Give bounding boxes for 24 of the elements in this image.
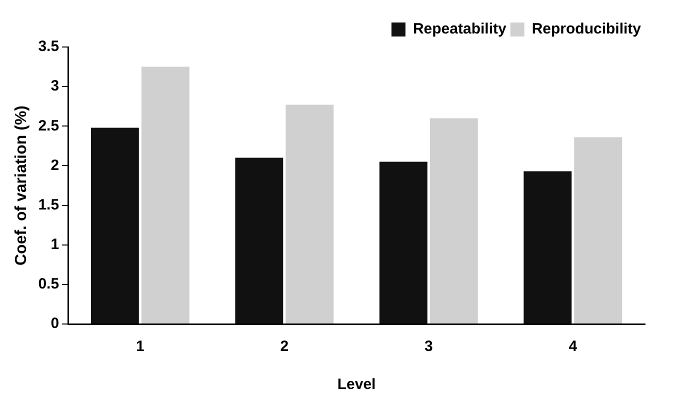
bar: [286, 104, 334, 324]
x-tick-label: 1: [136, 338, 144, 356]
x-tick-label: 3: [424, 338, 433, 356]
legend-label: Repeatability: [412, 20, 507, 38]
bar: [379, 162, 428, 324]
x-tick-label: 4: [568, 338, 578, 356]
y-tick-label: 0.5: [38, 276, 60, 293]
bar: [141, 66, 190, 324]
y-tick-label: 0: [50, 315, 60, 332]
y-tick-label: 1.5: [38, 196, 60, 214]
y-tick-label: 3.5: [38, 38, 60, 56]
y-tick-label: 2: [50, 156, 60, 174]
legend-label: Reproducibility: [532, 20, 642, 38]
bar: [430, 118, 478, 324]
bar: [90, 128, 139, 324]
bar: [235, 158, 284, 324]
x-axis-title: Level: [337, 376, 376, 394]
bar: [574, 137, 622, 324]
y-tick-label: 3: [50, 78, 60, 95]
bar: [524, 171, 572, 324]
y-tick-label: 2.5: [38, 117, 60, 134]
x-tick-label: 2: [280, 338, 289, 356]
y-tick-label: 1: [50, 236, 60, 253]
y-axis-title: Coef. of variation (%): [13, 105, 30, 266]
